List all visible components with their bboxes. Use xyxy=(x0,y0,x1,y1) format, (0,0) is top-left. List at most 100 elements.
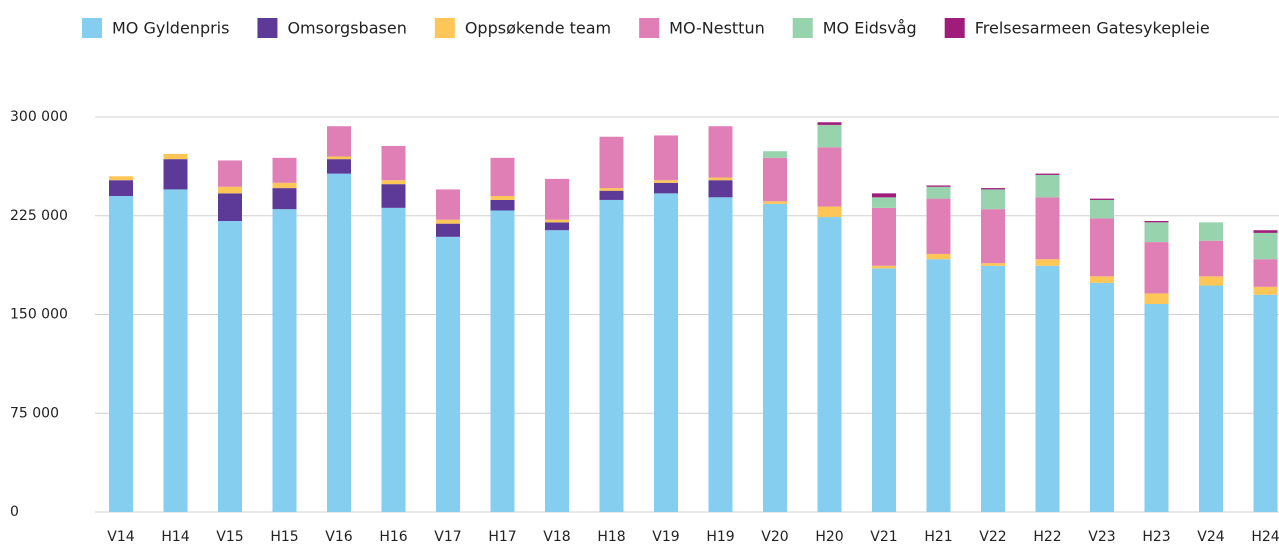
x-tick-label: H17 xyxy=(488,529,516,545)
bar-segment xyxy=(272,188,297,210)
legend-swatch xyxy=(792,18,813,38)
bar-segment xyxy=(218,221,242,512)
legend-label: MO Eidsvåg xyxy=(823,19,917,38)
bar-segment xyxy=(490,157,515,196)
x-tick-label: V20 xyxy=(761,529,788,545)
bar-segment xyxy=(599,190,624,200)
bar-segment xyxy=(708,180,733,198)
x-tick-label: V17 xyxy=(434,529,461,545)
x-tick-label: V23 xyxy=(1088,529,1115,545)
bar-segment xyxy=(436,236,460,513)
bar-segment xyxy=(763,151,787,158)
x-tick-label: H23 xyxy=(1142,529,1170,545)
bar-segment xyxy=(1253,294,1278,512)
bar-segment xyxy=(381,207,406,512)
bar-segment xyxy=(545,219,569,223)
legend-swatch xyxy=(257,18,278,38)
bar-segment xyxy=(218,193,242,222)
bar-segment xyxy=(545,230,569,512)
x-tick-label: V24 xyxy=(1197,529,1224,545)
bar-segment xyxy=(926,259,951,512)
x-tick-label: H15 xyxy=(270,529,298,545)
bar-segment xyxy=(981,209,1005,264)
x-tick-label: V16 xyxy=(325,529,352,545)
bar-segment xyxy=(872,268,896,512)
x-tick-label: H18 xyxy=(597,529,625,545)
x-tick-label: H16 xyxy=(379,529,407,545)
legend-label: MO Gyldenpris xyxy=(112,19,229,38)
x-tick-label: H21 xyxy=(924,529,952,545)
x-tick-label: V21 xyxy=(870,529,897,545)
bar-segment xyxy=(490,199,515,211)
bar-segment xyxy=(708,177,733,181)
bar-segment xyxy=(109,180,133,196)
bar-segment xyxy=(545,222,569,231)
bar-segment xyxy=(1199,222,1223,241)
bar-segment xyxy=(926,185,951,187)
bar-segment xyxy=(1199,240,1223,277)
bar-segment xyxy=(436,223,460,237)
bar-segment xyxy=(1253,259,1278,287)
bar-segment xyxy=(654,182,678,194)
x-tick-label: H19 xyxy=(706,529,734,545)
bar-segment xyxy=(490,196,515,200)
legend-swatch xyxy=(82,18,102,38)
bar-segment xyxy=(327,156,351,160)
bar-segment xyxy=(708,126,733,178)
bar-segment xyxy=(1090,282,1114,512)
bar-segment xyxy=(599,199,624,512)
bar-segment xyxy=(327,126,351,157)
bar-segment xyxy=(926,253,951,260)
legend-swatch xyxy=(639,18,660,38)
bar-segment xyxy=(817,217,842,513)
y-tick-label: 225 000 xyxy=(10,208,68,224)
bar-segment xyxy=(1090,276,1114,283)
bar-segment xyxy=(545,178,569,220)
bar-segment xyxy=(1035,197,1060,260)
x-tick-label: H14 xyxy=(161,529,189,545)
bar-segment xyxy=(763,203,787,512)
legend-label: MO-Nesttun xyxy=(669,19,765,38)
bar-segment xyxy=(272,209,297,512)
bar-segment xyxy=(163,159,188,190)
bar-segment xyxy=(708,197,733,513)
x-tick-label: V15 xyxy=(216,529,243,545)
bar-segment xyxy=(1144,221,1169,223)
y-tick-label: 75 000 xyxy=(10,405,59,421)
bar-segment xyxy=(981,188,1005,190)
bar-segment xyxy=(654,135,678,181)
bar-segment xyxy=(1144,293,1169,304)
x-tick-label: V22 xyxy=(979,529,1006,545)
bar-segment xyxy=(981,189,1005,210)
bar-segment xyxy=(1090,218,1114,277)
x-tick-label: V14 xyxy=(107,529,134,545)
y-tick-label: 150 000 xyxy=(10,307,68,323)
bar-segment xyxy=(327,159,351,174)
bar-segment xyxy=(490,210,515,512)
y-tick-label: 300 000 xyxy=(10,109,68,125)
bar-segment xyxy=(218,186,242,194)
bar-segment xyxy=(872,265,896,269)
bar-segment xyxy=(599,188,624,191)
legend-label: Omsorgsbasen xyxy=(287,19,406,38)
bar-segment xyxy=(1035,265,1060,512)
bar-segment xyxy=(1253,286,1278,295)
x-tick-label: V18 xyxy=(543,529,570,545)
bar-segment xyxy=(1035,174,1060,198)
bar-segment xyxy=(872,207,896,266)
bar-segment xyxy=(327,173,351,512)
bar-segment xyxy=(381,180,406,185)
bar-segment xyxy=(436,189,460,220)
bar-segment xyxy=(817,122,842,125)
bar-segment xyxy=(654,180,678,183)
bar-segment xyxy=(926,198,951,254)
bar-segment xyxy=(1090,198,1114,200)
bar-segment xyxy=(872,197,896,208)
bar-segment xyxy=(163,153,188,160)
bar-segment xyxy=(381,184,406,208)
bar-segment xyxy=(1144,242,1169,294)
x-tick-label: H22 xyxy=(1033,529,1061,545)
legend-swatch xyxy=(944,18,965,38)
bar-segment xyxy=(763,157,787,202)
